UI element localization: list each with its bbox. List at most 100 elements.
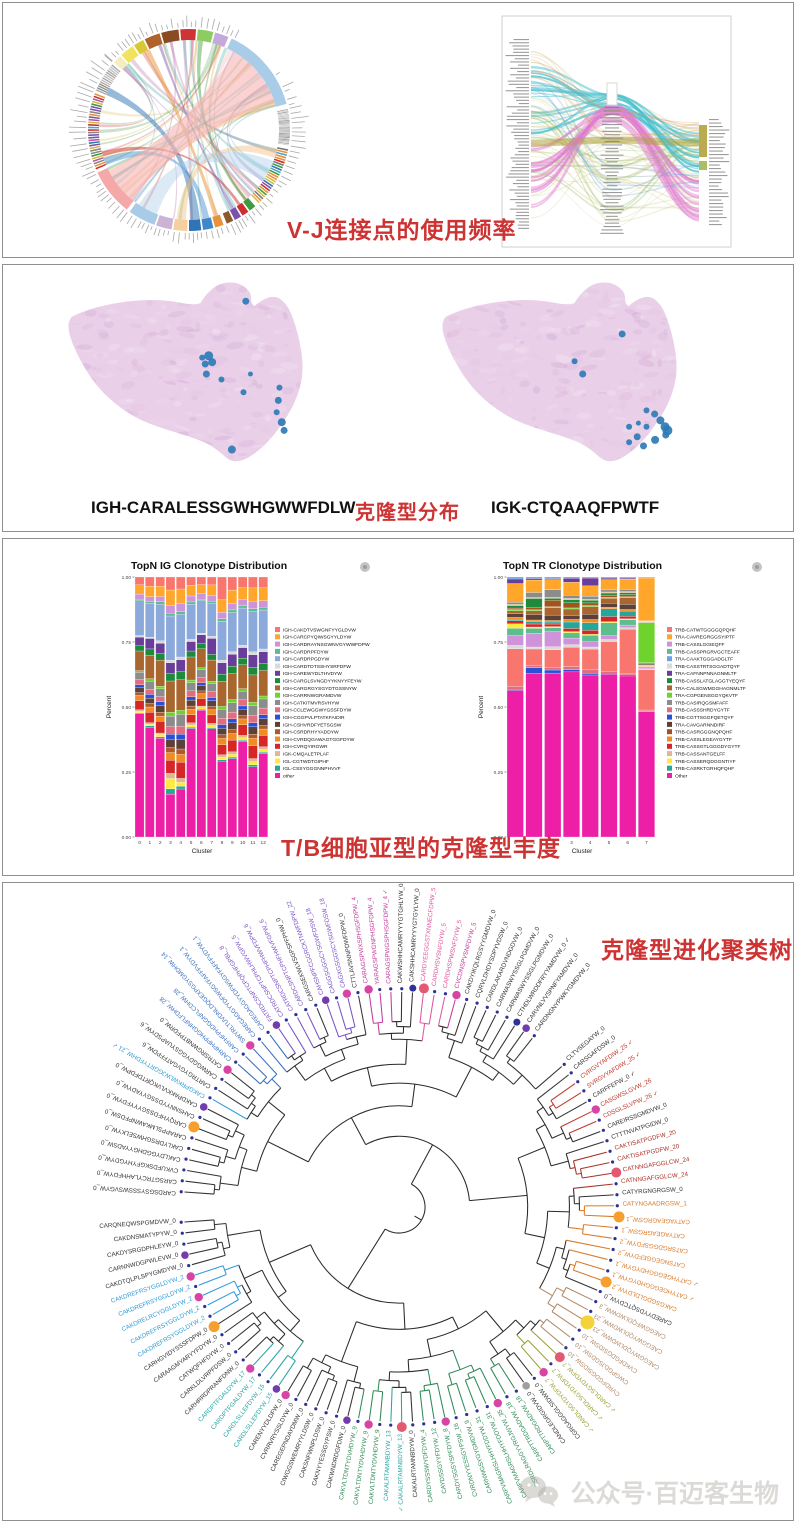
svg-text:0.25: 0.25	[122, 770, 132, 776]
tissue-section-right	[442, 282, 677, 462]
legend-label: IGH-CAREWYDLTHVDYW	[283, 671, 342, 677]
svg-text:1.00: 1.00	[122, 575, 132, 581]
leaf-label: CAKSHHCAMRYYYGTGYLYW_0	[408, 888, 421, 982]
legend-label: TRB-CASIRQGSMFAFF	[675, 700, 728, 706]
legend-swatch	[275, 685, 280, 691]
chart-options-icon[interactable]	[360, 562, 370, 572]
legend-label: TRB-CASRGGGNQPQHF	[675, 730, 732, 736]
clonotype-dendrogram: CARDSGSYSSSWSVGYW_0CARSGTRCYLAHHFDYW_0CV…	[92, 883, 699, 1512]
legend-label: IGH-CVRQYIRGWR	[283, 744, 328, 750]
legend-label: IGH-CARGRGYSGYDTGSSNYW	[283, 686, 357, 692]
legend-swatch	[275, 729, 280, 735]
legend-swatch	[275, 758, 280, 764]
svg-text:7: 7	[210, 840, 213, 846]
svg-text:6: 6	[200, 840, 203, 846]
legend-swatch	[275, 656, 280, 662]
legend-label: IGK-CMQALETPLAF	[283, 752, 329, 758]
legend-swatch	[275, 743, 280, 749]
leaf-label: CAKALRTAMNBDYW_13	[383, 1430, 393, 1501]
legend-label: other	[283, 773, 295, 779]
y-axis-label: Percent	[106, 696, 113, 719]
legend-swatch	[275, 692, 280, 698]
svg-text:2: 2	[159, 840, 162, 846]
legend-label: TRB-CASSPRGRVGCTEAFF	[675, 649, 740, 655]
chart-title: TopN TR Clonotype Distribution	[503, 560, 662, 572]
legend-label: TRB-CASSLEGEAYGYTF	[675, 737, 732, 743]
legend-swatch	[667, 670, 672, 676]
legend-label: Other	[675, 773, 688, 779]
legend-swatch	[667, 634, 672, 640]
legend-label: IGH-CCLEWGGWYGSSFDYW	[283, 708, 352, 714]
watermark: 公众号·百迈客生物	[517, 1474, 779, 1510]
legend-swatch	[667, 627, 672, 632]
svg-text:0.50: 0.50	[494, 705, 504, 711]
svg-text:4: 4	[589, 840, 592, 846]
tr-clonotype-barchart: TopN TR Clonotype Distribution0.000.250.…	[478, 560, 762, 855]
bars	[506, 576, 655, 838]
legend-label: IGH-CARCPYQIWSGYYLDYW	[283, 635, 352, 641]
svg-text:5: 5	[608, 840, 611, 846]
legend-swatch	[667, 707, 672, 713]
legend-label: TRB-CASSSHRDYGYTF	[675, 708, 730, 714]
legend-swatch	[667, 700, 672, 705]
leaf-label: CATYRGNGRGSW_0	[622, 1186, 684, 1196]
legend-label: IGH-CATKITMVRSVHYW	[283, 700, 340, 706]
legend-swatch	[667, 641, 672, 647]
leaf-label: YARAGSPWGNPHSGFDPW_4	[367, 897, 382, 985]
legend-label: TRB-CASSERQDGGNTIYF	[675, 759, 736, 765]
leaf-label: CATYNGAADRGSW_1	[623, 1200, 688, 1207]
panel3-caption: T/B细胞亚型的克隆型丰度	[281, 835, 562, 861]
legend-swatch	[667, 692, 672, 698]
legend-swatch	[667, 765, 672, 771]
leaf-label: CARAGSPWGSPHSGFDPW_4 ✓	[382, 889, 393, 984]
y-axis-label: Percent	[478, 696, 485, 719]
svg-text:3: 3	[169, 840, 172, 846]
legend-label: TRA-CAVREGRGGSYIPTF	[675, 635, 735, 641]
legend-swatch	[667, 729, 672, 735]
legend-swatch	[275, 648, 280, 654]
legend-label: IGH-CARDRAYNSGWNVGYWWFDPW	[283, 642, 370, 648]
legend-swatch	[275, 700, 280, 705]
legend-label: TRA-CAVGARNNDIRF	[675, 722, 725, 728]
leaf-label: CAKALRTAMNBDYW_0	[408, 1429, 419, 1497]
legend-swatch	[667, 758, 672, 764]
legend-swatch	[667, 773, 672, 778]
panel1-title: V-J连接点的使用频率	[287, 217, 517, 243]
svg-text:7: 7	[645, 840, 648, 846]
circos-ribbons	[99, 40, 278, 220]
leaf-label: CATYAGEAGRGSW_1	[621, 1226, 686, 1239]
panel4-title: 克隆型进化聚类树	[601, 937, 793, 963]
legend-label: TRB-CATWTGGGGQPQHF	[675, 627, 736, 633]
svg-text:0.25: 0.25	[494, 770, 504, 776]
svg-text:8: 8	[221, 840, 224, 846]
svg-text:10: 10	[240, 840, 246, 846]
svg-text:0: 0	[514, 840, 517, 846]
sankey-nodes	[606, 82, 707, 170]
legend-label: IGH-CGGPVLPTATKFAIDIR	[283, 715, 345, 721]
svg-text:5: 5	[190, 840, 193, 846]
svg-text:0.00: 0.00	[122, 835, 132, 841]
y-axis: 0.00 0.25 0.50 0.75 1.00	[494, 575, 507, 841]
svg-text:1.00: 1.00	[494, 575, 504, 581]
bars	[134, 576, 268, 838]
legend-swatch	[667, 685, 672, 691]
legend-label: TRB-CASSLGGIEQFF	[675, 642, 724, 648]
legend-swatch	[275, 773, 280, 778]
legend-label: IGH-CSHVRDFYETSGSW	[283, 722, 342, 728]
legend-label: IGH-CAKDTVSWGNFYYGLDVW	[283, 627, 356, 633]
chart-options-icon[interactable]	[752, 562, 762, 572]
legend-swatch	[667, 721, 672, 727]
legend-swatch	[275, 751, 280, 757]
panel-clonotype-tree: CARDSGSYSSSWSVGYW_0 CARSGTRCYLAHHFDYW_0 CV…	[2, 882, 794, 1521]
leaf-labels: CARDSGSYSSSWSVGYW_0CARSGTRCYLAHHFDYW_0CV…	[92, 883, 699, 1512]
legend-label: IGH-CSRDRHYYADDYW	[283, 730, 339, 736]
legend-label: TRA-CALSGWMGGHAGNMLTF	[675, 686, 746, 692]
legend-label: TRB-CASRKTGRHQFQHF	[675, 766, 734, 772]
svg-text:0: 0	[138, 840, 141, 846]
legend-swatch	[667, 678, 672, 684]
svg-text:4: 4	[179, 840, 182, 846]
panel2-caption: 克隆型分布	[355, 502, 460, 524]
ig-clonotype-barchart: TopN IG Clonotype Distribution0.000.250.…	[106, 560, 370, 855]
legend-swatch	[667, 736, 672, 742]
svg-text:0.75: 0.75	[494, 640, 504, 646]
